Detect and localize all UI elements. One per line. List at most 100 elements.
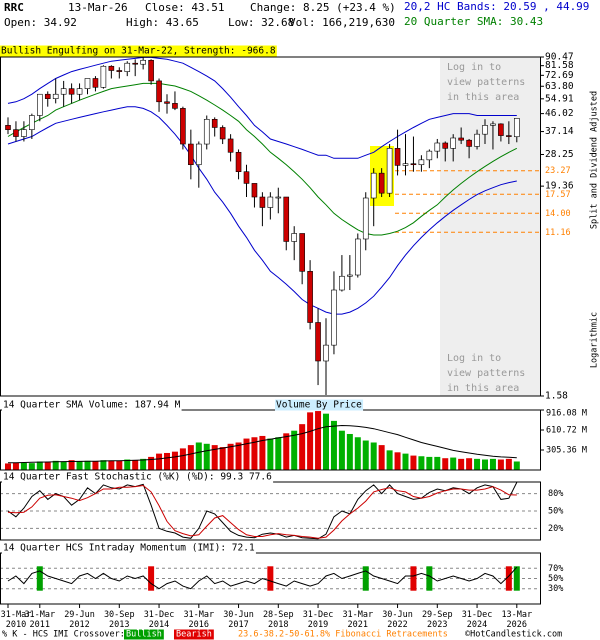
crossover-signal <box>505 566 512 591</box>
volume-bar <box>299 424 306 470</box>
volume-bar <box>124 459 131 470</box>
candle-body <box>291 233 298 242</box>
candle-body <box>76 88 83 95</box>
candle-body <box>394 148 401 166</box>
scale-label: Logarithmic <box>590 312 600 368</box>
volume-bar <box>259 435 266 470</box>
x-tick-label: 31-Dec 2024 <box>462 610 493 630</box>
candle-body <box>450 137 457 149</box>
crossover-signal <box>513 566 520 591</box>
panel-title: Volume By Price <box>276 400 362 411</box>
low: Low: 32.68 <box>228 16 294 29</box>
y-tick-label: 81.58 <box>545 60 574 71</box>
candle-body <box>235 151 242 173</box>
candle-body <box>180 108 186 145</box>
volume-bar <box>68 460 75 470</box>
volume-bar <box>92 461 99 470</box>
candle-body <box>196 143 202 166</box>
panel-frame <box>0 56 541 397</box>
volume-bar <box>307 412 314 470</box>
candle-body <box>474 133 480 147</box>
title-background <box>2 399 182 411</box>
volume-bar <box>227 443 234 470</box>
volume-bar <box>171 451 178 470</box>
volume-bar <box>243 438 250 470</box>
candle-body <box>21 129 27 137</box>
volume: Vol: 166,219,630 <box>289 16 395 29</box>
crossover-signal <box>362 566 369 591</box>
volume-bar <box>474 458 481 470</box>
x-tick-label: 31-Mar 2016 <box>183 610 214 630</box>
volume-bar <box>315 411 322 470</box>
candle-body <box>498 123 504 136</box>
x-tick-label: 31-Mar 2010 <box>1 610 32 630</box>
x-tick-label: 30-Jun 2017 <box>223 610 254 630</box>
bands-label: 20,2 HC Bands: 20.59 , 44.99 <box>404 0 589 13</box>
y-tick-label: 20% <box>548 524 563 534</box>
y-tick-label: 90.47 <box>545 52 574 63</box>
volume-bar <box>497 459 504 470</box>
candle-body <box>5 125 11 130</box>
x-tick-label: 29-Jun 2012 <box>64 610 95 630</box>
footer-badge <box>174 629 214 640</box>
candle-body <box>227 138 234 153</box>
title-background <box>2 471 274 483</box>
volume-bar <box>179 448 186 470</box>
title-background <box>275 399 364 411</box>
symbol: RRC <box>4 1 24 14</box>
volume-bar <box>410 455 417 470</box>
volume-bar <box>482 459 488 470</box>
y-tick-label: 50% <box>548 507 563 517</box>
panel-title: Bullish Engulfing on 31-Mar-22, Strength… <box>1 46 276 57</box>
panel-title: 14 Quarter SMA Volume: 187.94 M <box>3 400 181 411</box>
volume-bar <box>219 447 226 470</box>
x-tick-label: 13-Mar 2026 <box>501 610 532 630</box>
volume-bar <box>156 453 163 470</box>
crossover-signal <box>148 566 155 591</box>
candle-body <box>458 137 464 141</box>
candle-body <box>211 118 218 128</box>
footer-text: 23.6-38.2-50-61.8% Fibonacci Retracement… <box>238 630 448 640</box>
indicator-line <box>7 482 518 540</box>
panel-title: 14 Quarter Fast Stochastic (%K) (%D): 99… <box>3 472 272 483</box>
candle-body <box>299 233 305 272</box>
volume-bar <box>402 453 409 470</box>
candle-body <box>60 88 67 95</box>
candle-body <box>339 275 345 291</box>
volume-bar <box>505 458 512 470</box>
volume-bar <box>148 456 155 470</box>
volume-bar <box>283 433 290 470</box>
candle-body <box>132 62 138 65</box>
volume-bar <box>434 456 441 470</box>
candle-body <box>315 322 321 362</box>
candle-body <box>156 80 162 103</box>
candle-body <box>84 78 91 89</box>
y-tick-label: 54.91 <box>545 93 574 104</box>
x-tick-label: 29-Sep 2023 <box>422 610 453 630</box>
candle-body <box>442 142 449 149</box>
volume-bar <box>267 438 274 470</box>
volume-bar <box>275 437 282 470</box>
overlay-line <box>7 56 517 159</box>
panel-frame <box>0 552 541 605</box>
y-tick-label: 46.02 <box>545 108 574 119</box>
y-tick-label: 916.08 M <box>546 409 587 419</box>
candle-body <box>362 197 369 240</box>
volume-bar <box>354 437 361 470</box>
volume-bar <box>132 460 139 470</box>
volume-bar <box>76 461 83 470</box>
volume-bar <box>20 462 27 470</box>
x-tick-label: 28-Sep 2018 <box>263 610 294 630</box>
candle-body <box>251 183 258 198</box>
candle-body <box>410 163 417 166</box>
x-tick-label: 31-Dec 2014 <box>144 610 175 630</box>
candle-body <box>434 142 441 152</box>
candle-body <box>490 123 496 126</box>
candle-body <box>219 127 226 140</box>
volume-bar <box>394 452 401 470</box>
volume-bar <box>386 450 393 470</box>
x-tick-label: 30-Sep 2013 <box>104 610 135 630</box>
sma-label: 20 Quarter SMA: 30.43 <box>404 15 543 28</box>
volume-bar <box>203 443 210 470</box>
